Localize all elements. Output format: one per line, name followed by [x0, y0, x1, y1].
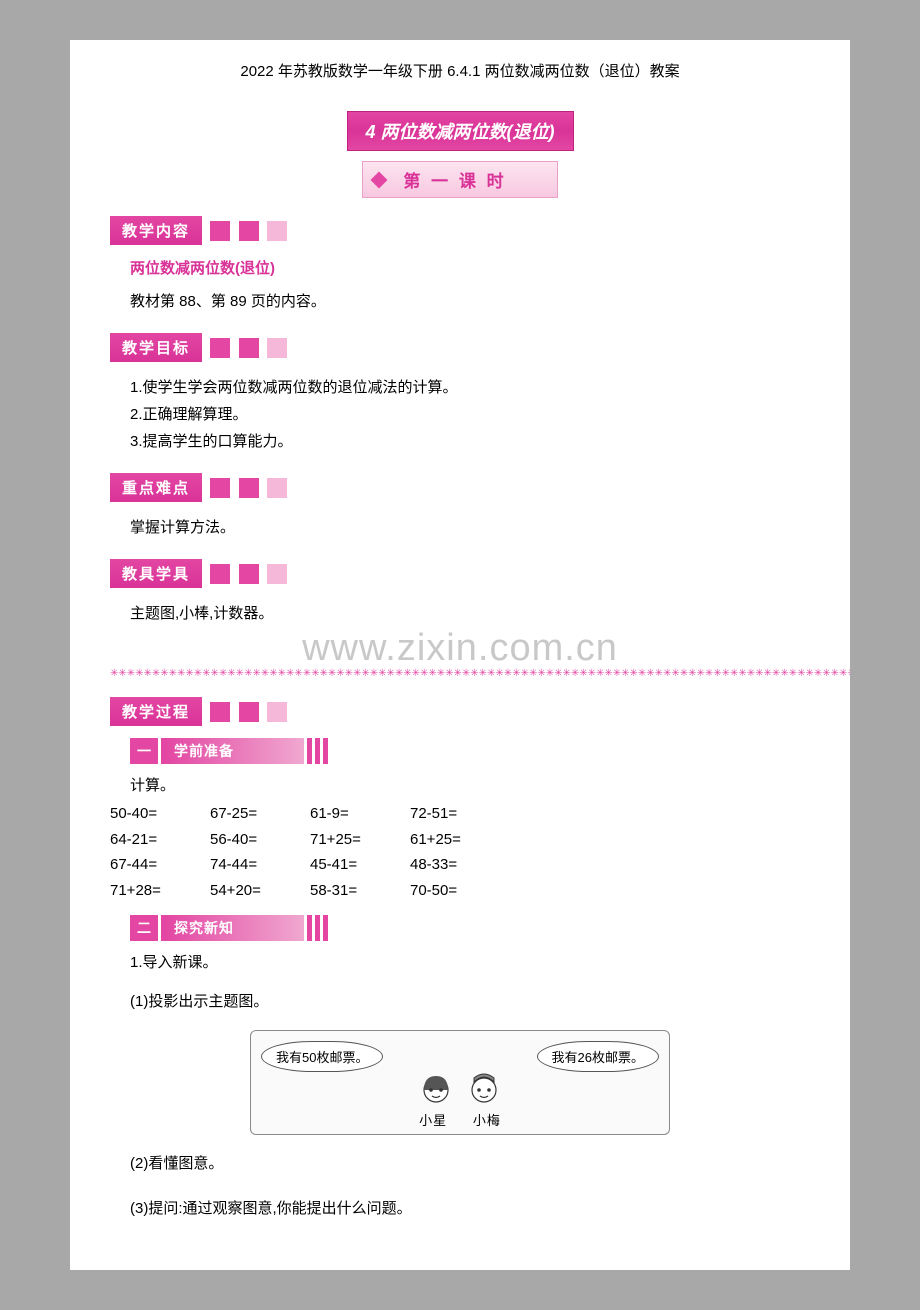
chapter-banner: 4 两位数减两位数(退位): [347, 111, 574, 151]
section-header-process: 教学过程: [70, 697, 850, 726]
name-right: 小梅: [473, 1113, 501, 1128]
step-number: 二: [130, 915, 158, 941]
calc-cell: 70-50=: [410, 878, 510, 904]
tools-text: 主题图,小棒,计数器。: [130, 600, 790, 627]
decor-box-icon: [210, 478, 230, 498]
calc-cell: 48-33=: [410, 852, 510, 878]
calc-cell: 58-31=: [310, 878, 410, 904]
decor-box-icon: [239, 564, 259, 584]
speech-bubble-left: 我有50枚邮票。: [261, 1041, 383, 1072]
decor-box-icon: [210, 338, 230, 358]
calc-label: 计算。: [110, 772, 810, 799]
boy-face-icon: [418, 1068, 454, 1108]
calc-cell: 61-9=: [310, 801, 410, 827]
calc-row: 64-21= 56-40= 71+25= 61+25=: [110, 827, 810, 853]
document-title: 2022 年苏教版数学一年级下册 6.4.1 两位数减两位数（退位）教案: [70, 60, 850, 81]
decor-box-icon: [210, 221, 230, 241]
calc-cell: 54+20=: [210, 878, 310, 904]
decor-box-icon: [239, 702, 259, 722]
faces-row: [261, 1068, 659, 1108]
tools-block: 主题图,小棒,计数器。: [70, 600, 850, 627]
decor-box-icon: [267, 702, 287, 722]
decor-box-icon: [210, 564, 230, 584]
section-header-content: 教学内容: [70, 216, 850, 245]
calc-cell: 74-44=: [210, 852, 310, 878]
section-header-tools: 教具学具: [70, 559, 850, 588]
explore-line: (2)看懂图意。: [130, 1150, 790, 1177]
goal-item: 1.使学生学会两位数减两位数的退位减法的计算。: [130, 374, 790, 401]
calc-cell: 72-51=: [410, 801, 510, 827]
theme-illustration: 我有50枚邮票。 我有26枚邮票。 小星 小梅: [250, 1030, 670, 1135]
goal-item: 2.正确理解算理。: [130, 401, 790, 428]
calc-row: 50-40= 67-25= 61-9= 72-51=: [110, 801, 810, 827]
calc-cell: 71+25=: [310, 827, 410, 853]
content-text: 教材第 88、第 89 页的内容。: [130, 288, 790, 315]
step-header-explore: 二 探究新知: [130, 915, 850, 941]
calc-cell: 67-44=: [110, 852, 210, 878]
explore-line: 1.导入新课。: [130, 949, 790, 976]
lesson-banner-wrap: 第 一 课 时: [70, 161, 850, 198]
speech-bubble-right: 我有26枚邮票。: [537, 1041, 659, 1072]
section-label: 教学内容: [110, 216, 202, 245]
step-label: 学前准备: [164, 738, 304, 764]
decor-box-icon: [267, 564, 287, 584]
keypoint-text: 掌握计算方法。: [130, 514, 790, 541]
content-block: 两位数减两位数(退位) 教材第 88、第 89 页的内容。: [70, 257, 850, 315]
calc-cell: 64-21=: [110, 827, 210, 853]
section-label: 教具学具: [110, 559, 202, 588]
step-label: 探究新知: [164, 915, 304, 941]
goal-item: 3.提高学生的口算能力。: [130, 428, 790, 455]
calculation-table: 计算。 50-40= 67-25= 61-9= 72-51= 64-21= 56…: [70, 772, 850, 903]
section-label: 教学过程: [110, 697, 202, 726]
calc-cell: 45-41=: [310, 852, 410, 878]
goals-block: 1.使学生学会两位数减两位数的退位减法的计算。 2.正确理解算理。 3.提高学生…: [70, 374, 850, 455]
calc-cell: 56-40=: [210, 827, 310, 853]
decor-box-icon: [239, 338, 259, 358]
document-page: 2022 年苏教版数学一年级下册 6.4.1 两位数减两位数（退位）教案 4 两…: [70, 40, 850, 1270]
decor-tail: [304, 915, 328, 941]
calc-row: 67-44= 74-44= 45-41= 48-33=: [110, 852, 810, 878]
section-label: 重点难点: [110, 473, 202, 502]
decor-tail: [304, 738, 328, 764]
decor-box-icon: [267, 338, 287, 358]
explore-block: 1.导入新课。 (1)投影出示主题图。: [70, 949, 850, 1015]
watermark: www.zixin.com.cn: [70, 627, 850, 670]
star-divider: ✳✳✳✳✳✳✳✳✳✳✳✳✳✳✳✳✳✳✳✳✳✳✳✳✳✳✳✳✳✳✳✳✳✳✳✳✳✳✳✳…: [70, 668, 850, 679]
calc-cell: 61+25=: [410, 827, 510, 853]
names-row: 小星 小梅: [261, 1110, 659, 1129]
keypoints-block: 掌握计算方法。: [70, 514, 850, 541]
step-header-prep: 一 学前准备: [130, 738, 850, 764]
explore-line: (1)投影出示主题图。: [130, 988, 790, 1015]
girl-face-icon: [466, 1068, 502, 1108]
decor-box-icon: [239, 221, 259, 241]
subtopic-title: 两位数减两位数(退位): [130, 257, 790, 278]
section-label: 教学目标: [110, 333, 202, 362]
decor-box-icon: [267, 478, 287, 498]
banner-area: 4 两位数减两位数(退位): [70, 111, 850, 151]
calc-cell: 67-25=: [210, 801, 310, 827]
step-number: 一: [130, 738, 158, 764]
decor-box-icon: [267, 221, 287, 241]
calc-cell: 71+28=: [110, 878, 210, 904]
decor-box-icon: [239, 478, 259, 498]
explore-block-2: (2)看懂图意。 (3)提问:通过观察图意,你能提出什么问题。: [70, 1150, 850, 1222]
section-header-keypoints: 重点难点: [70, 473, 850, 502]
watermark-text: www.zixin.com.cn: [302, 627, 618, 669]
explore-line: (3)提问:通过观察图意,你能提出什么问题。: [130, 1195, 790, 1222]
calc-cell: 50-40=: [110, 801, 210, 827]
decor-box-icon: [210, 702, 230, 722]
name-left: 小星: [419, 1113, 447, 1128]
section-header-goals: 教学目标: [70, 333, 850, 362]
calc-row: 71+28= 54+20= 58-31= 70-50=: [110, 878, 810, 904]
lesson-banner: 第 一 课 时: [362, 161, 557, 198]
